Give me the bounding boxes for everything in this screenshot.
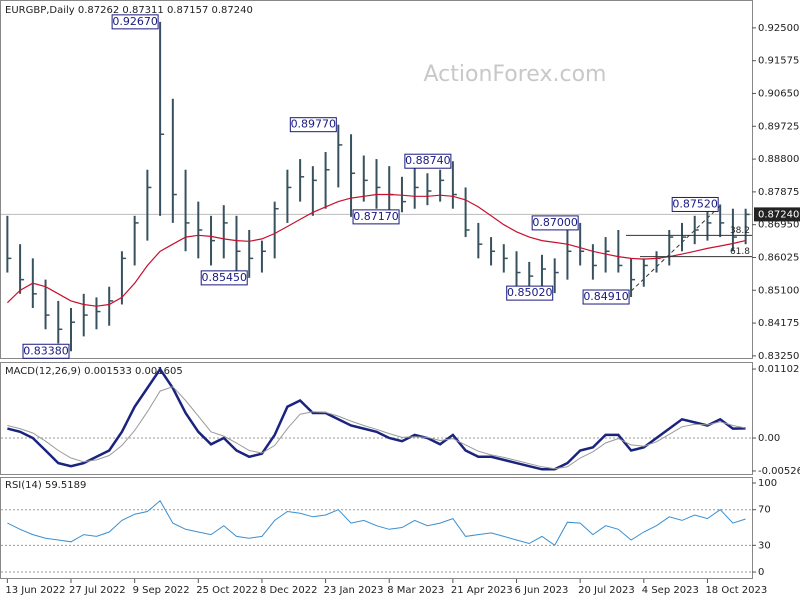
x-tick-label: 25 Oct 2022 <box>196 585 258 596</box>
trend-line <box>625 205 721 297</box>
annotation-label: 0.85450 <box>201 271 247 284</box>
annotation-box <box>404 153 452 169</box>
y-tick-label: 0.84175 <box>758 318 799 329</box>
x-tick-label: 23 Jan 2023 <box>324 585 384 596</box>
macd-title: MACD(12,26,9) 0.001533 0.001605 <box>5 366 183 377</box>
y-tick-label: 30 <box>758 540 771 551</box>
y-tick-label: 0.91575 <box>758 56 799 67</box>
x-tick-label: 4 Sep 2023 <box>642 585 699 596</box>
annotation-box <box>582 289 630 305</box>
annotation-box <box>352 209 400 225</box>
x-tick-label: 18 Oct 2023 <box>705 585 767 596</box>
fib-label: 61.8 <box>730 247 750 257</box>
y-tick-label: 0.86025 <box>758 252 799 263</box>
annotation-label: 0.84910 <box>583 290 629 303</box>
annotation-box <box>200 270 248 286</box>
macd-line <box>7 366 746 471</box>
annotation-label: 0.85020 <box>507 286 553 299</box>
last-price-label: 0.87240 <box>758 209 799 220</box>
annotation-box <box>531 215 579 231</box>
y-tick-label: 0.85100 <box>758 285 799 296</box>
y-tick-label: 0.87875 <box>758 187 799 198</box>
price-title: EURGBP,Daily 0.87262 0.87311 0.87157 0.8… <box>5 5 253 16</box>
y-tick-label: -0.005267 <box>758 466 800 477</box>
y-tick-label: 0.88800 <box>758 154 799 165</box>
annotation-box <box>289 117 337 133</box>
annotation-label: 0.88740 <box>405 154 451 167</box>
annotation-box <box>22 343 70 359</box>
last-price-box <box>754 207 800 222</box>
rsi-title: RSI(14) 59.5189 <box>5 480 86 491</box>
y-tick-label: 100 <box>758 478 777 489</box>
y-tick-label: 0.89725 <box>758 121 799 132</box>
y-tick-label: 0.92500 <box>758 23 799 34</box>
y-tick-label: 0.011027 <box>758 364 800 375</box>
fib-label: 38.2 <box>730 226 750 236</box>
annotation-label: 0.87520 <box>672 197 718 210</box>
x-tick-label: 20 Jul 2023 <box>578 585 635 596</box>
watermark: ActionForex.com <box>424 62 607 87</box>
annotation-label: 0.92670 <box>112 15 158 28</box>
macd-frame <box>0 362 753 475</box>
y-tick-label: 0.86950 <box>758 220 799 231</box>
x-tick-label: 8 Mar 2023 <box>387 585 444 596</box>
rsi-frame <box>0 477 753 579</box>
price-frame <box>0 0 753 359</box>
annotation-label: 0.89770 <box>291 118 337 131</box>
rsi-line <box>7 500 746 547</box>
annotation-label: 0.87170 <box>353 210 399 223</box>
x-tick-label: 27 Jul 2022 <box>69 585 126 596</box>
annotation-label: 0.87000 <box>532 216 578 229</box>
annotation-box <box>111 14 159 30</box>
y-tick-label: 0 <box>758 567 764 578</box>
y-tick-label: 70 <box>758 505 771 516</box>
moving-average <box>6 193 746 307</box>
annotation-box <box>506 285 554 301</box>
x-tick-label: 13 Jun 2022 <box>5 585 65 596</box>
y-tick-label: 0.90650 <box>758 88 799 99</box>
y-tick-label: 0.00 <box>758 433 780 444</box>
annotation-label: 0.83380 <box>23 344 69 357</box>
x-tick-label: 6 Jun 2023 <box>515 585 569 596</box>
annotation-box <box>671 196 719 212</box>
signal-line <box>7 386 746 470</box>
y-tick-label: 0.83250 <box>758 351 799 362</box>
x-tick-label: 21 Apr 2023 <box>451 585 513 596</box>
x-tick-label: 9 Sep 2022 <box>133 585 190 596</box>
x-tick-label: 8 Dec 2022 <box>260 585 318 596</box>
